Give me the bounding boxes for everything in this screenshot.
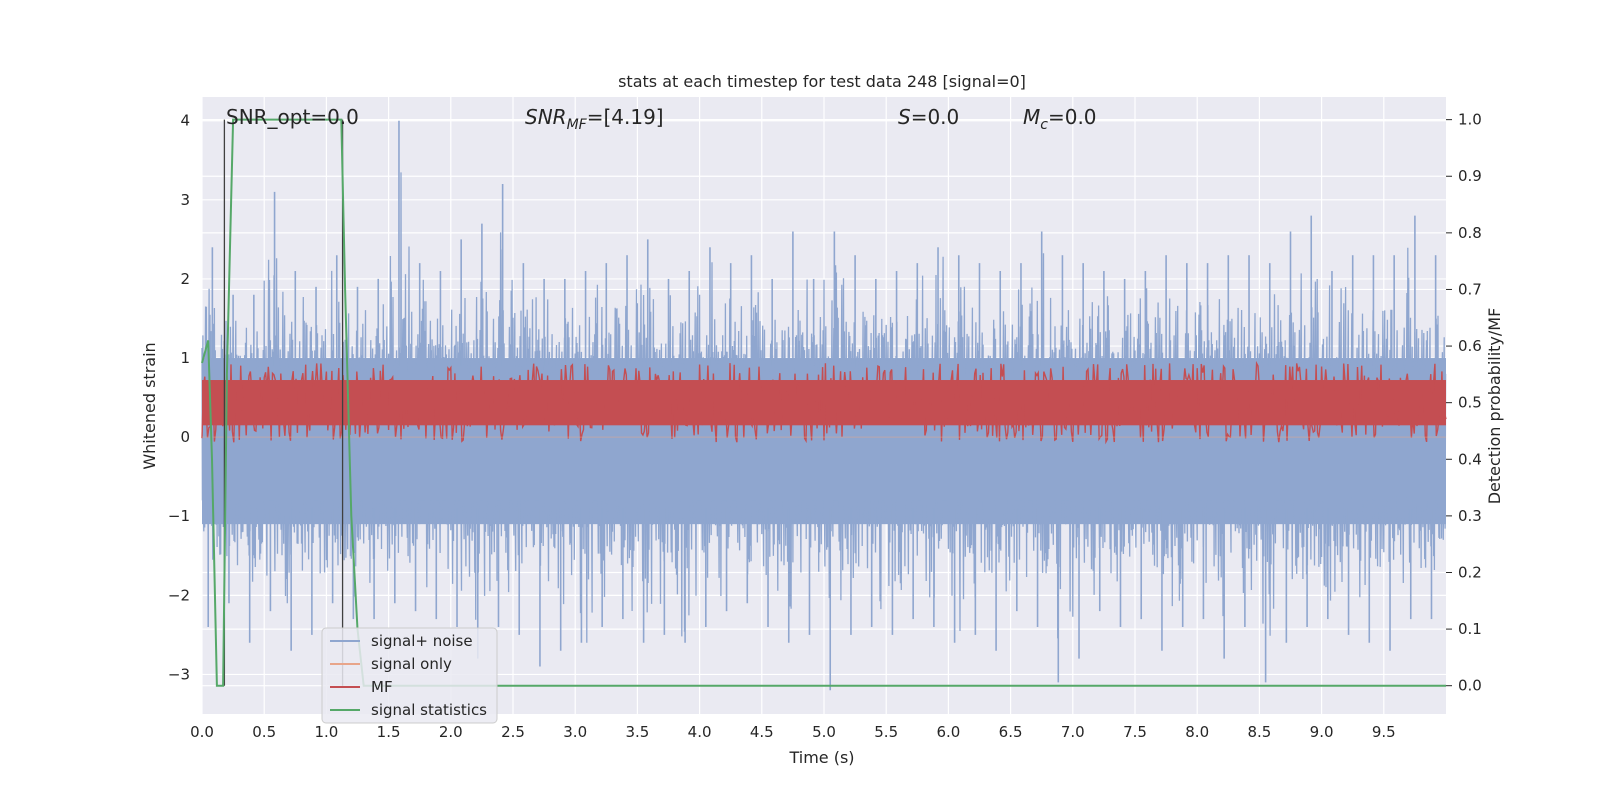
x-tick-label: 7.0 <box>1061 723 1085 741</box>
y-right-tick-label: 0.3 <box>1458 507 1482 525</box>
y-left-tick-label: −1 <box>168 507 190 525</box>
x-tick-label: 8.5 <box>1247 723 1271 741</box>
x-tick-label: 1.5 <box>377 723 401 741</box>
y-right-tick-label: 0.0 <box>1458 677 1482 695</box>
y-left-tick-label: 3 <box>180 191 190 209</box>
annotation-snr-opt: SNR_opt=0.0 <box>226 105 359 129</box>
annotation-s-suffix: =0.0 <box>911 105 960 129</box>
y-right-tick-label: 0.5 <box>1458 394 1482 412</box>
x-tick-label: 3.5 <box>625 723 649 741</box>
annotation-mc-prefix: M <box>1023 105 1040 129</box>
y-left-tick-label: −2 <box>168 586 190 604</box>
y-right-tick-label: 0.6 <box>1458 337 1482 355</box>
annotations: SNR_opt=0.0 SNRMF=[4.19] S=0.0 Mc=0.0 <box>226 105 1097 133</box>
annotation-snr-mf-sub: MF <box>567 117 588 133</box>
annotation-mc: Mc=0.0 <box>1023 105 1097 133</box>
x-tick-label: 9.5 <box>1372 723 1396 741</box>
annotation-snr-mf-suffix: =[4.19] <box>587 105 664 129</box>
legend-label-signal-noise: signal+ noise <box>371 632 473 650</box>
legend-label-signal-only: signal only <box>371 655 452 673</box>
x-tick-label: 4.5 <box>750 723 774 741</box>
chart-title: stats at each timestep for test data 248… <box>618 72 1026 91</box>
x-tick-label: 2.0 <box>439 723 463 741</box>
y-right-tick-label: 0.4 <box>1458 450 1482 468</box>
annotation-snr-mf-prefix: SNR <box>525 105 567 129</box>
signal-statistics-line <box>201 118 1446 687</box>
mf-line <box>201 360 1447 445</box>
legend-label-mf: MF <box>371 678 393 696</box>
annotation-s: S=0.0 <box>898 105 959 129</box>
annotation-mc-sub: c <box>1040 117 1048 133</box>
x-tick-label: 0.0 <box>190 723 214 741</box>
y-right-tick-label: 0.7 <box>1458 280 1482 298</box>
y-left-tick-label: 0 <box>180 428 190 446</box>
x-tick-label: 4.0 <box>688 723 712 741</box>
y-right-tick-label: 0.2 <box>1458 563 1482 581</box>
y-axis-left-ticks: −3 −2 −1 0 1 2 3 4 <box>168 112 190 684</box>
x-tick-label: 0.5 <box>252 723 276 741</box>
legend-box <box>321 627 498 724</box>
y-left-tick-label: 4 <box>180 112 190 130</box>
y-axis-left-label: Whitened strain <box>140 342 159 469</box>
series-signal-statistics <box>201 118 1446 687</box>
y-right-tick-label: 0.1 <box>1458 620 1482 638</box>
x-tick-label: 6.0 <box>936 723 960 741</box>
x-axis-label: Time (s) <box>788 748 854 767</box>
x-tick-label: 5.5 <box>874 723 898 741</box>
annotation-s-prefix: S <box>898 105 911 129</box>
y-axis-right-ticks: 0.0 0.1 0.2 0.3 0.4 0.5 0.6 0.7 0.8 0.9 1.0 <box>1446 111 1482 695</box>
series-mf <box>201 360 1447 445</box>
y-right-tick-label: 0.9 <box>1458 167 1482 185</box>
y-right-tick-label: 1.0 <box>1458 111 1482 129</box>
x-tick-label: 1.0 <box>314 723 338 741</box>
y-left-tick-label: −3 <box>168 665 190 683</box>
x-tick-label: 3.0 <box>563 723 587 741</box>
legend: signal+ noise signal only MF signal stat… <box>321 627 498 724</box>
y-left-tick-label: 2 <box>180 270 190 288</box>
x-tick-label: 6.5 <box>999 723 1023 741</box>
x-tick-label: 8.0 <box>1185 723 1209 741</box>
annotation-snr-mf: SNRMF=[4.19] <box>525 105 664 133</box>
y-right-tick-label: 0.8 <box>1458 224 1482 242</box>
y-left-tick-label: 1 <box>180 349 190 367</box>
y-axis-right-label: Detection probability/MF <box>1485 308 1504 505</box>
x-tick-label: 2.5 <box>501 723 525 741</box>
annotation-mc-suffix: =0.0 <box>1048 105 1097 129</box>
x-axis-ticks: 0.0 0.5 1.0 1.5 2.0 2.5 3.0 3.5 4.0 4.5 5.0 5.5 6.0 6… <box>190 723 1396 741</box>
x-tick-label: 7.5 <box>1123 723 1147 741</box>
x-tick-label: 5.0 <box>812 723 836 741</box>
legend-label-signal-statistics: signal statistics <box>371 701 487 719</box>
x-tick-label: 9.0 <box>1310 723 1334 741</box>
